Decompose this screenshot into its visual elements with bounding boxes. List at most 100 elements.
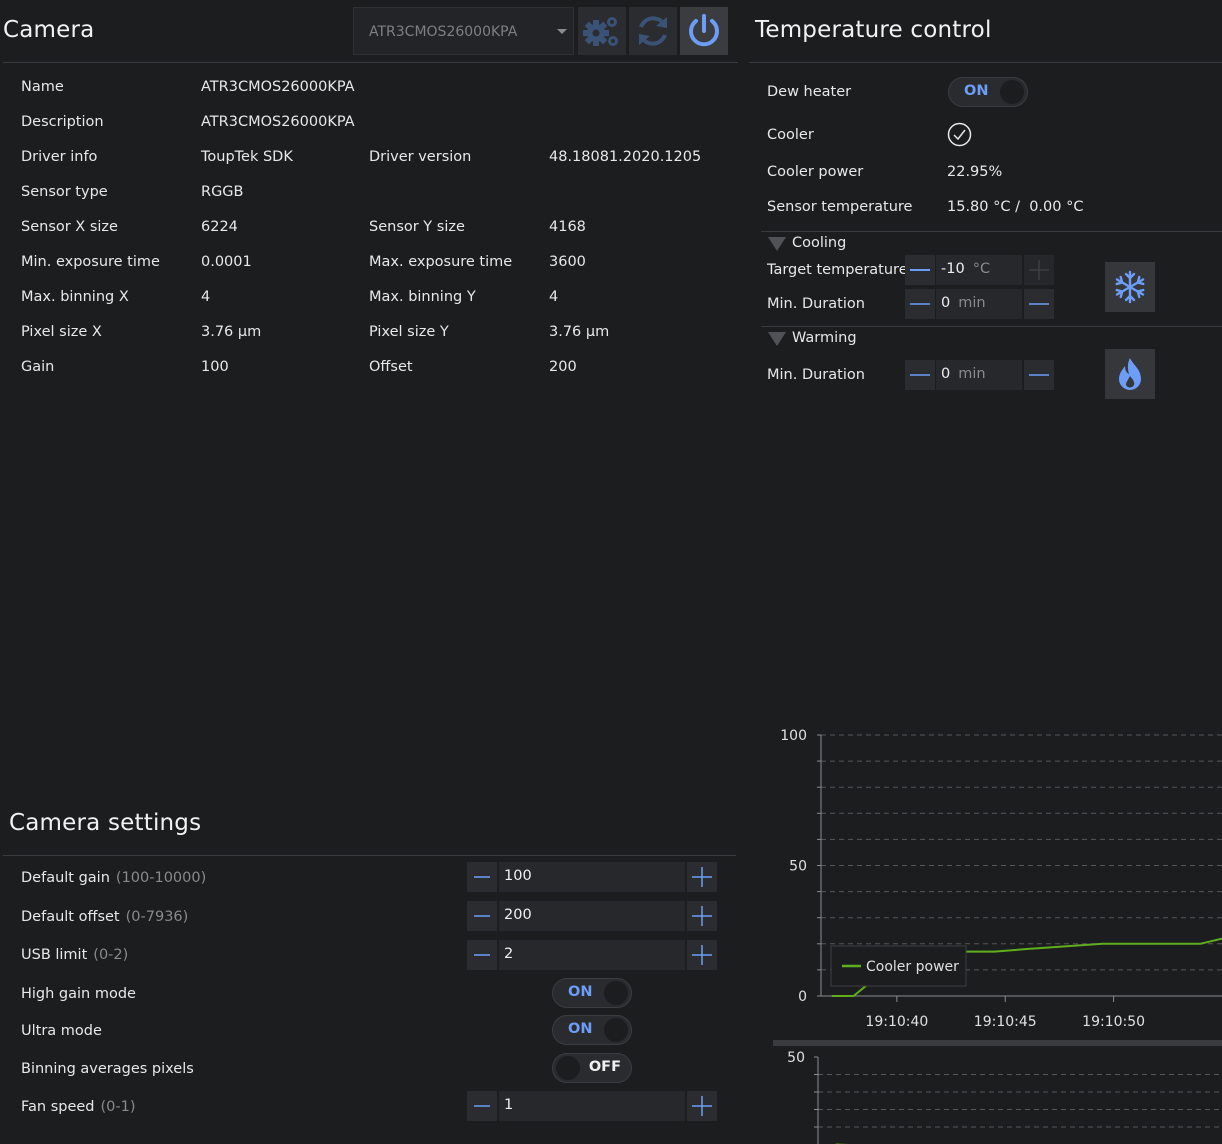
minus-icon <box>474 876 490 878</box>
camera-settings-title: Camera settings <box>9 810 202 836</box>
collapse-triangle-icon[interactable] <box>768 332 786 346</box>
minus-icon <box>474 1105 490 1107</box>
usb-limit-decrement[interactable] <box>467 940 497 970</box>
plus-icon <box>692 945 712 965</box>
cooling-duration-decrement[interactable] <box>905 289 935 319</box>
prop-value: 4168 <box>549 219 586 235</box>
prop-value: 3600 <box>549 254 586 270</box>
binning-averages-label: Binning averages pixels <box>21 1061 194 1077</box>
warming-duration-input[interactable]: 0 min <box>936 360 1022 390</box>
target-temperature-value: -10 <box>941 261 965 277</box>
warming-divider <box>761 326 1222 327</box>
fan-speed-input[interactable]: 1 <box>499 1091 685 1121</box>
prop-value: 100 <box>201 359 229 375</box>
prop-label: Gain <box>21 359 55 375</box>
y-tick-label: 0 <box>798 989 807 1005</box>
usb-limit-increment[interactable] <box>687 940 717 970</box>
default-gain-decrement[interactable] <box>467 862 497 892</box>
usb-limit-range: (0-2) <box>93 947 129 963</box>
target-temperature-decrement[interactable] <box>905 255 935 285</box>
cooling-divider <box>761 231 1222 232</box>
refresh-button[interactable] <box>629 7 677 55</box>
high-gain-mode-state: ON <box>568 984 593 1000</box>
temperature-divider <box>749 62 1222 63</box>
warming-duration-unit: min <box>958 366 986 382</box>
binning-averages-toggle[interactable]: OFF <box>552 1053 632 1083</box>
camera-selector-value: ATR3CMOS26000KPA <box>369 24 518 40</box>
target-temperature-increment[interactable] <box>1024 255 1054 285</box>
cooling-duration-value: 0 <box>941 295 951 311</box>
default-gain-increment[interactable] <box>687 862 717 892</box>
cooling-duration-increment-minus[interactable] <box>1024 289 1054 319</box>
target-temperature-unit: °C <box>972 261 991 277</box>
default-offset-input[interactable]: 200 <box>499 901 685 931</box>
collapse-triangle-icon[interactable] <box>768 237 786 251</box>
default-gain-text: Default gain <box>21 870 110 886</box>
cooling-duration-unit: min <box>958 295 986 311</box>
camera-title: Camera <box>3 17 95 43</box>
camera-selector[interactable]: ATR3CMOS26000KPA <box>353 7 574 55</box>
high-gain-mode-toggle[interactable]: ON <box>552 978 632 1008</box>
dew-heater-toggle[interactable]: ON <box>948 77 1028 107</box>
prop-value: ToupTek SDK <box>201 149 293 165</box>
prop-label: Driver version <box>369 149 472 165</box>
settings-divider <box>3 855 736 856</box>
usb-limit-text: USB limit <box>21 947 88 963</box>
start-cooling-button[interactable] <box>1105 262 1155 312</box>
x-tick-label: 19:10:40 <box>865 1014 928 1030</box>
toggle-knob <box>604 1018 628 1042</box>
x-tick-label: 19:10:45 <box>974 1014 1037 1030</box>
prop-label: Driver info <box>21 149 98 165</box>
default-gain-input[interactable]: 100 <box>499 862 685 892</box>
minus-icon <box>474 915 490 917</box>
prop-label: Pixel size Y <box>369 324 449 340</box>
prop-value: 0.0001 <box>201 254 252 270</box>
checkmark-circle-icon <box>947 122 972 147</box>
x-tick-label: 19:10:50 <box>1082 1014 1145 1030</box>
warming-duration-decrement[interactable] <box>905 360 935 390</box>
default-offset-decrement[interactable] <box>467 901 497 931</box>
prop-value: ATR3CMOS26000KPA <box>201 114 355 130</box>
fan-speed-increment[interactable] <box>687 1091 717 1121</box>
sensor-temperature-chart: 50 <box>787 1050 1222 1144</box>
settings-button[interactable] <box>578 7 626 55</box>
prop-label: Sensor Y size <box>369 219 465 235</box>
usb-limit-input[interactable]: 2 <box>499 940 685 970</box>
snowflake-icon <box>1115 270 1145 304</box>
prop-value: 48.18081.2020.1205 <box>549 149 702 165</box>
minus-icon <box>910 303 930 305</box>
prop-label: Description <box>21 114 104 130</box>
default-offset-range: (0-7936) <box>125 909 189 925</box>
minus-icon <box>1029 374 1049 376</box>
warming-header: Warming <box>792 330 857 346</box>
fan-speed-decrement[interactable] <box>467 1091 497 1121</box>
prop-value: ATR3CMOS26000KPA <box>201 79 355 95</box>
plus-icon <box>692 906 712 926</box>
dew-heater-state: ON <box>964 83 989 99</box>
prop-value: 4 <box>201 289 211 305</box>
default-gain-label: Default gain (100-10000) <box>21 870 206 886</box>
cooling-duration-input[interactable]: 0 min <box>936 289 1022 319</box>
target-temperature-input[interactable]: -10 °C <box>936 255 1022 285</box>
default-offset-increment[interactable] <box>687 901 717 931</box>
chevron-down-icon <box>557 29 567 34</box>
minus-icon <box>910 374 930 376</box>
prop-value: RGGB <box>201 184 244 200</box>
y-tick-label: 100 <box>780 728 807 744</box>
minus-icon <box>910 269 930 271</box>
high-gain-mode-label: High gain mode <box>21 986 136 1002</box>
default-offset-label: Default offset (0-7936) <box>21 909 188 925</box>
ultra-mode-label: Ultra mode <box>21 1023 102 1039</box>
power-button[interactable] <box>680 7 728 55</box>
cooler-power-label: Cooler power <box>767 164 864 180</box>
flame-icon <box>1119 358 1141 390</box>
prop-label: Sensor X size <box>21 219 118 235</box>
toggle-knob <box>1000 80 1024 104</box>
ultra-mode-toggle[interactable]: ON <box>552 1015 632 1045</box>
cooler-power-value: 22.95% <box>947 164 1003 180</box>
start-warming-button[interactable] <box>1105 349 1155 399</box>
warming-duration-increment-minus[interactable] <box>1024 360 1054 390</box>
prop-label: Offset <box>369 359 413 375</box>
chart-splitter[interactable] <box>773 1040 1222 1046</box>
default-gain-range: (100-10000) <box>115 870 207 886</box>
